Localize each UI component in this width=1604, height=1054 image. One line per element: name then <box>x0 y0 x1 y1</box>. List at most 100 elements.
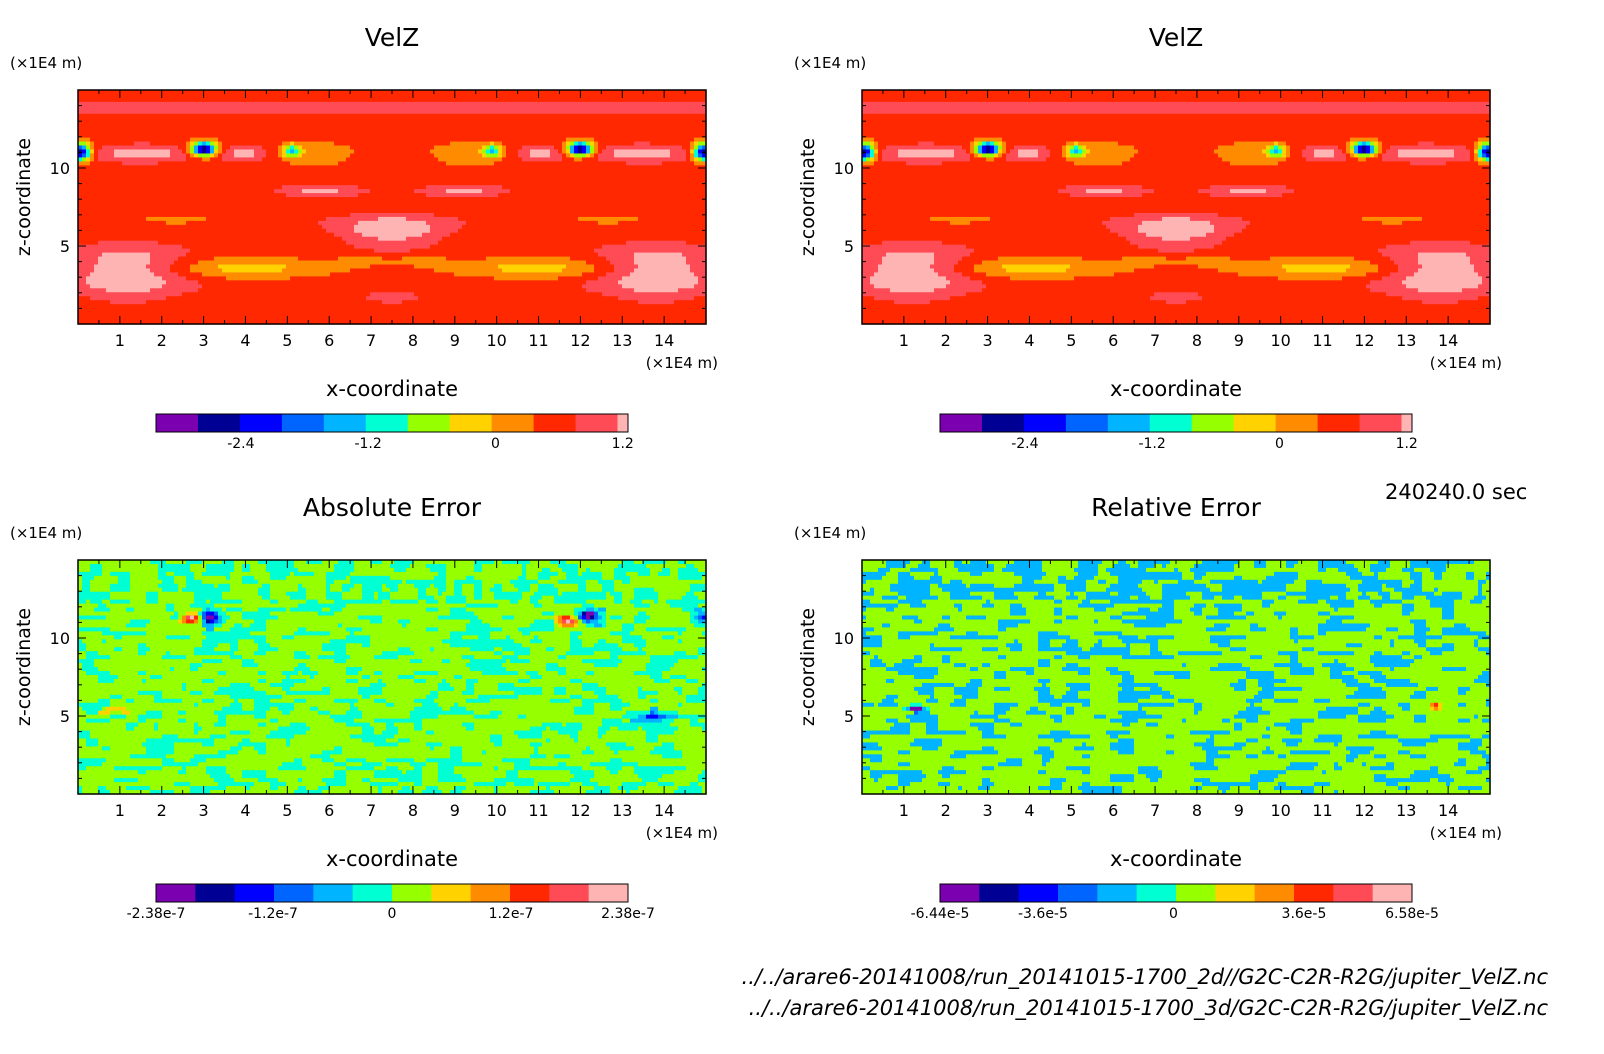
contour-cell <box>662 189 667 194</box>
contour-cell <box>310 101 315 107</box>
contour-cell <box>202 153 207 159</box>
contour-cell <box>582 149 587 155</box>
contour-cell <box>450 90 455 95</box>
contour-cell <box>574 133 579 139</box>
contour-cell <box>482 137 487 143</box>
contour-cell <box>330 133 335 139</box>
contour-cell <box>554 137 559 143</box>
contour-cell <box>158 208 163 214</box>
contour-cell <box>478 197 483 202</box>
contour-cell <box>154 109 159 115</box>
contour-cell <box>110 212 115 218</box>
contour-cell <box>598 181 603 186</box>
contour-cell <box>362 177 367 182</box>
contour-cell <box>406 205 411 210</box>
contour-cell <box>98 201 103 206</box>
contour-cell <box>278 189 283 194</box>
contour-cell <box>158 185 163 190</box>
contour-cell <box>590 90 595 95</box>
contour-cell <box>462 189 467 194</box>
contour-cell <box>102 212 107 218</box>
contour-cell <box>486 165 491 170</box>
contour-cell <box>518 141 523 147</box>
contour-cell <box>658 93 663 99</box>
contour-cell <box>78 121 83 127</box>
contour-cell <box>242 189 247 194</box>
contour-cell <box>182 189 187 194</box>
contour-cell <box>398 129 403 135</box>
contour-cell <box>242 129 247 135</box>
contour-cell <box>134 169 139 174</box>
contour-cell <box>378 157 383 162</box>
contour-cell <box>214 177 219 182</box>
contour-cell <box>386 173 391 178</box>
contour-cell <box>98 165 103 170</box>
contour-cell <box>382 185 387 190</box>
contour-cell <box>662 129 667 135</box>
contour-cell <box>410 197 415 202</box>
contour-cell <box>78 173 83 178</box>
contour-cell <box>166 121 171 127</box>
contour-cell <box>510 193 515 198</box>
contour-cell <box>302 185 307 190</box>
contour-cell <box>542 121 547 127</box>
contour-cell <box>482 149 487 155</box>
contour-cell <box>322 161 327 166</box>
contour-cell <box>182 105 187 111</box>
contour-cell <box>614 105 619 111</box>
contour-cell <box>590 125 595 131</box>
contour-cell <box>470 137 475 143</box>
contour-cell <box>554 101 559 107</box>
contour-cell <box>182 193 187 198</box>
contour-cell <box>674 149 679 155</box>
contour-cell <box>342 105 347 111</box>
contour-cell <box>546 125 551 131</box>
contour-cell <box>274 101 279 107</box>
contour-cell <box>370 153 375 159</box>
contour-cell <box>258 193 263 198</box>
contour-cell <box>698 149 703 155</box>
contour-cell <box>390 141 395 147</box>
contour-cell <box>418 133 423 139</box>
contour-cell <box>538 149 543 155</box>
contour-cell <box>394 161 399 166</box>
contour-cell <box>218 117 223 123</box>
contour-cell <box>422 197 427 202</box>
contour-cell <box>310 165 315 170</box>
contour-cell <box>530 133 535 139</box>
contour-cell <box>486 113 491 119</box>
contour-cell <box>458 173 463 178</box>
contour-cell <box>422 173 427 178</box>
contour-cell <box>158 157 163 162</box>
contour-cell <box>558 125 563 131</box>
contour-cell <box>178 161 183 166</box>
contour-cell <box>434 97 439 103</box>
contour-cell <box>214 185 219 190</box>
contour-cell <box>582 101 587 107</box>
contour-cell <box>202 208 207 214</box>
contour-cell <box>122 129 127 135</box>
contour-cell <box>334 105 339 111</box>
contour-cell <box>454 173 459 178</box>
contour-cell <box>482 189 487 194</box>
contour-cell <box>278 145 283 151</box>
contour-cell <box>438 121 443 127</box>
contour-cell <box>614 145 619 151</box>
contour-cell <box>86 129 91 135</box>
contour-cell <box>502 173 507 178</box>
contour-cell <box>630 133 635 139</box>
contour-cell <box>102 109 107 115</box>
contour-cell <box>630 113 635 119</box>
contour-cell <box>622 208 627 214</box>
contour-cell <box>286 105 291 111</box>
contour-cell <box>430 208 435 214</box>
contour-cell <box>506 137 511 143</box>
contour-cell <box>114 105 119 111</box>
contour-cell <box>322 129 327 135</box>
contour-cell <box>530 157 535 162</box>
contour-cell <box>646 109 651 115</box>
contour-cell <box>362 193 367 198</box>
contour-cell <box>278 93 283 99</box>
contour-cell <box>266 149 271 155</box>
contour-cell <box>638 121 643 127</box>
